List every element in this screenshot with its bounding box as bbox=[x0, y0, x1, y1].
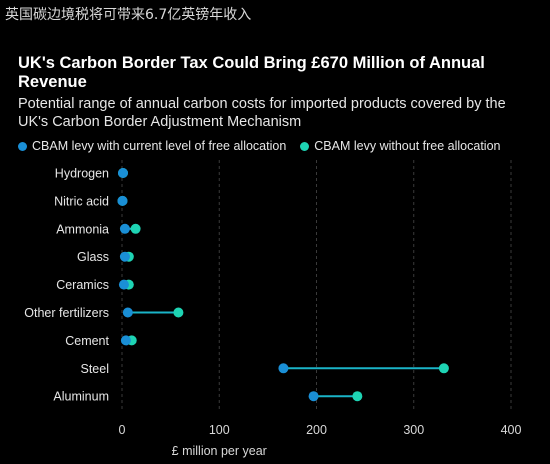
legend-item-without: CBAM levy without free allocation bbox=[300, 139, 500, 153]
category-label: Cement bbox=[65, 334, 109, 348]
point-without-free-allocation bbox=[173, 307, 184, 318]
category-label: Hydrogen bbox=[55, 167, 109, 181]
point-current-free-allocation bbox=[278, 363, 289, 374]
chart-subtitle: Potential range of annual carbon costs f… bbox=[18, 96, 506, 130]
point-current-free-allocation bbox=[117, 195, 128, 206]
point-current-free-allocation bbox=[119, 223, 130, 234]
x-tick-label: 400 bbox=[501, 423, 522, 437]
x-axis-label: £ million per year bbox=[172, 444, 267, 458]
point-current-free-allocation bbox=[308, 391, 319, 402]
point-without-free-allocation bbox=[438, 363, 449, 374]
chart-title: UK's Carbon Border Tax Could Bring £670 … bbox=[18, 54, 485, 91]
x-tick-label: 100 bbox=[209, 423, 230, 437]
point-without-free-allocation bbox=[130, 223, 141, 234]
point-current-free-allocation bbox=[122, 307, 133, 318]
category-label: Ceramics bbox=[56, 278, 109, 292]
legend-label-current: CBAM levy with current level of free all… bbox=[32, 139, 287, 153]
point-current-free-allocation bbox=[118, 279, 129, 290]
legend-swatch-current bbox=[18, 141, 27, 151]
legend-item-current: CBAM levy with current level of free all… bbox=[18, 139, 286, 153]
category-label: Nitric acid bbox=[54, 194, 109, 208]
legend-swatch-without bbox=[300, 141, 310, 151]
category-label: Ammonia bbox=[56, 222, 109, 236]
point-without-free-allocation bbox=[352, 391, 363, 402]
x-tick-label: 200 bbox=[306, 423, 327, 437]
category-label: Glass bbox=[77, 250, 109, 264]
category-label: Steel bbox=[81, 362, 110, 376]
x-tick-label: 0 bbox=[119, 423, 126, 437]
legend: CBAM levy with current level of free all… bbox=[18, 139, 500, 153]
x-tick-label: 300 bbox=[403, 423, 424, 437]
point-current-free-allocation bbox=[117, 168, 128, 178]
point-current-free-allocation bbox=[119, 251, 130, 262]
point-current-free-allocation bbox=[120, 335, 131, 346]
caption: 英国碳边境税将可带来6.7亿英镑年收入 bbox=[5, 7, 252, 23]
category-label: Other fertilizers bbox=[24, 306, 109, 320]
legend-label-without: CBAM levy without free allocation bbox=[314, 139, 501, 153]
category-label: Aluminum bbox=[53, 390, 109, 404]
